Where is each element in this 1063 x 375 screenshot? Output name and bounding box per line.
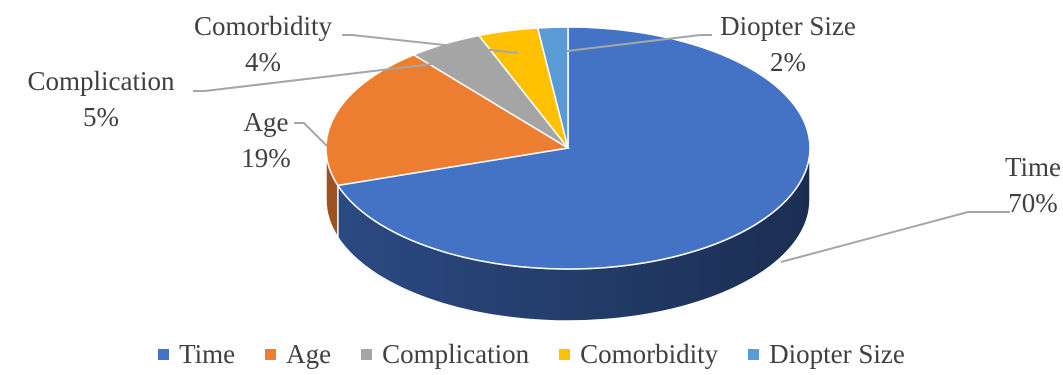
legend-label-time: Time	[179, 339, 236, 369]
data-label-name-complication: Complication	[28, 66, 175, 96]
legend-swatch-age	[265, 348, 277, 360]
legend-item-comorbidity: Comorbidity	[559, 336, 718, 372]
legend-item-time: Time	[158, 336, 235, 372]
pie-slice-age	[325, 53, 571, 187]
data-label-value-complication: 5%	[83, 102, 119, 132]
pie-slice-diopter-size	[536, 26, 569, 149]
data-label-name-comorbidity: Comorbidity	[194, 11, 333, 41]
data-label-name-diopter-size: Diopter Size	[720, 11, 856, 41]
legend-item-diopter-size: Diopter Size	[748, 336, 905, 372]
legend-swatch-complication	[361, 348, 373, 360]
leader-lines	[193, 34, 1010, 263]
chart-legend: Time Age Complication Comorbidity Diopter Si…	[0, 336, 1063, 372]
legend-label-age: Age	[286, 339, 332, 369]
legend-swatch-comorbidity	[559, 348, 571, 360]
data-label-value-time: 70%	[1008, 188, 1058, 218]
leader-line-complication	[193, 62, 442, 92]
legend-label-diopter-size: Diopter Size	[769, 339, 905, 369]
legend-item-age: Age	[265, 336, 331, 372]
pie-chart: Time 70% Age 19% Complication 5% Comorbidity 4%…	[28, 11, 1062, 322]
data-label-name-age: Age	[244, 107, 289, 137]
data-label-value-diopter-size: 2%	[770, 47, 806, 77]
legend-label-complication: Complication	[382, 339, 530, 369]
leader-line-comorbidity	[342, 34, 519, 54]
legend-swatch-time	[158, 348, 170, 360]
data-labels: Time 70% Age 19% Complication 5% Comorbidity 4%…	[28, 11, 1062, 218]
leader-line-time	[780, 211, 1010, 263]
legend-label-comorbidity: Comorbidity	[580, 339, 719, 369]
legend-swatch-diopter-size	[748, 348, 760, 360]
leader-line-diopter-size	[566, 34, 712, 52]
pie-slice-time	[336, 26, 811, 270]
pie-slices	[325, 26, 811, 270]
data-label-value-comorbidity: 4%	[245, 47, 281, 77]
data-label-name-time: Time	[1005, 152, 1061, 182]
legend-item-complication: Complication	[361, 336, 529, 372]
leader-line-age	[294, 122, 328, 147]
data-label-value-age: 19%	[241, 143, 291, 173]
